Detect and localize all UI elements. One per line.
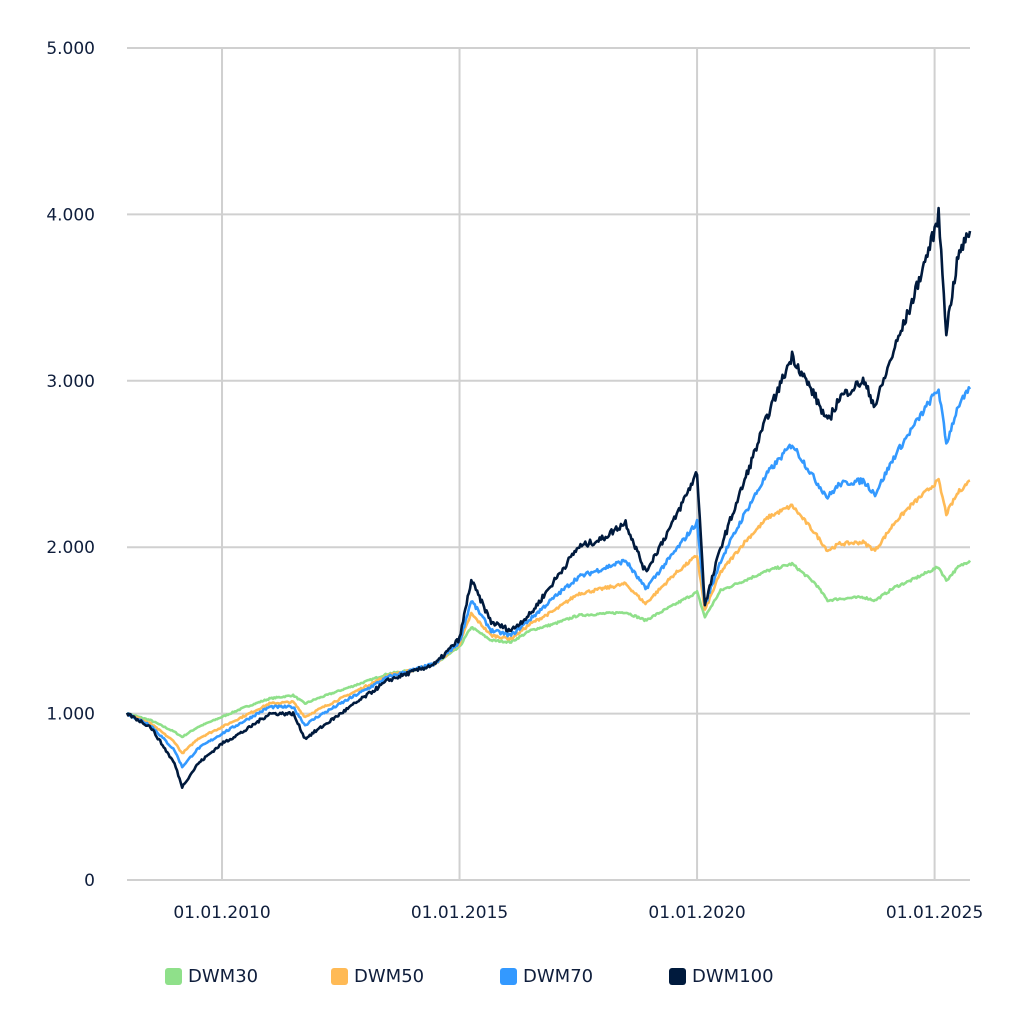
y-axis: 0 1.000 2.000 3.000 4.000 5.000: [46, 39, 95, 891]
legend-item-dwm70[interactable]: DWM70: [500, 966, 593, 987]
y-tick-label: 4.000: [46, 205, 95, 225]
legend-swatch: [331, 968, 348, 985]
x-tick-label: 01.01.2025: [886, 903, 983, 923]
y-tick-label: 1.000: [46, 705, 95, 725]
y-tick-label: 3.000: [46, 372, 95, 392]
legend-swatch: [165, 968, 182, 985]
line-chart: 0 1.000 2.000 3.000 4.000 5.000 01.01.20…: [46, 39, 983, 923]
series-lines: [125, 206, 972, 789]
series-line-dwm50: [126, 477, 971, 755]
legend-swatch: [669, 968, 686, 985]
legend-label: DWM70: [523, 966, 594, 987]
legend-label: DWM50: [354, 966, 425, 987]
x-tick-label: 01.01.2020: [648, 903, 745, 923]
legend-label: DWM30: [188, 966, 259, 987]
x-tick-label: 01.01.2015: [411, 903, 508, 923]
legend-label: DWM100: [692, 966, 774, 987]
y-tick-label: 0: [84, 871, 95, 891]
y-tick-label: 5.000: [46, 39, 95, 59]
x-tick-label: 01.01.2010: [173, 903, 270, 923]
legend-item-dwm100[interactable]: DWM100: [669, 966, 774, 987]
series-line-dwm30: [126, 559, 972, 739]
legend-item-dwm50[interactable]: DWM50: [331, 966, 424, 987]
legend-item-dwm30[interactable]: DWM30: [165, 966, 258, 987]
series-line-dwm70: [126, 386, 972, 769]
legend-swatch: [500, 968, 517, 985]
series-line-dwm100: [125, 206, 972, 789]
y-tick-label: 2.000: [46, 538, 95, 558]
grid: [127, 47, 970, 881]
x-axis: 01.01.2010 01.01.2015 01.01.2020 01.01.2…: [173, 903, 983, 923]
